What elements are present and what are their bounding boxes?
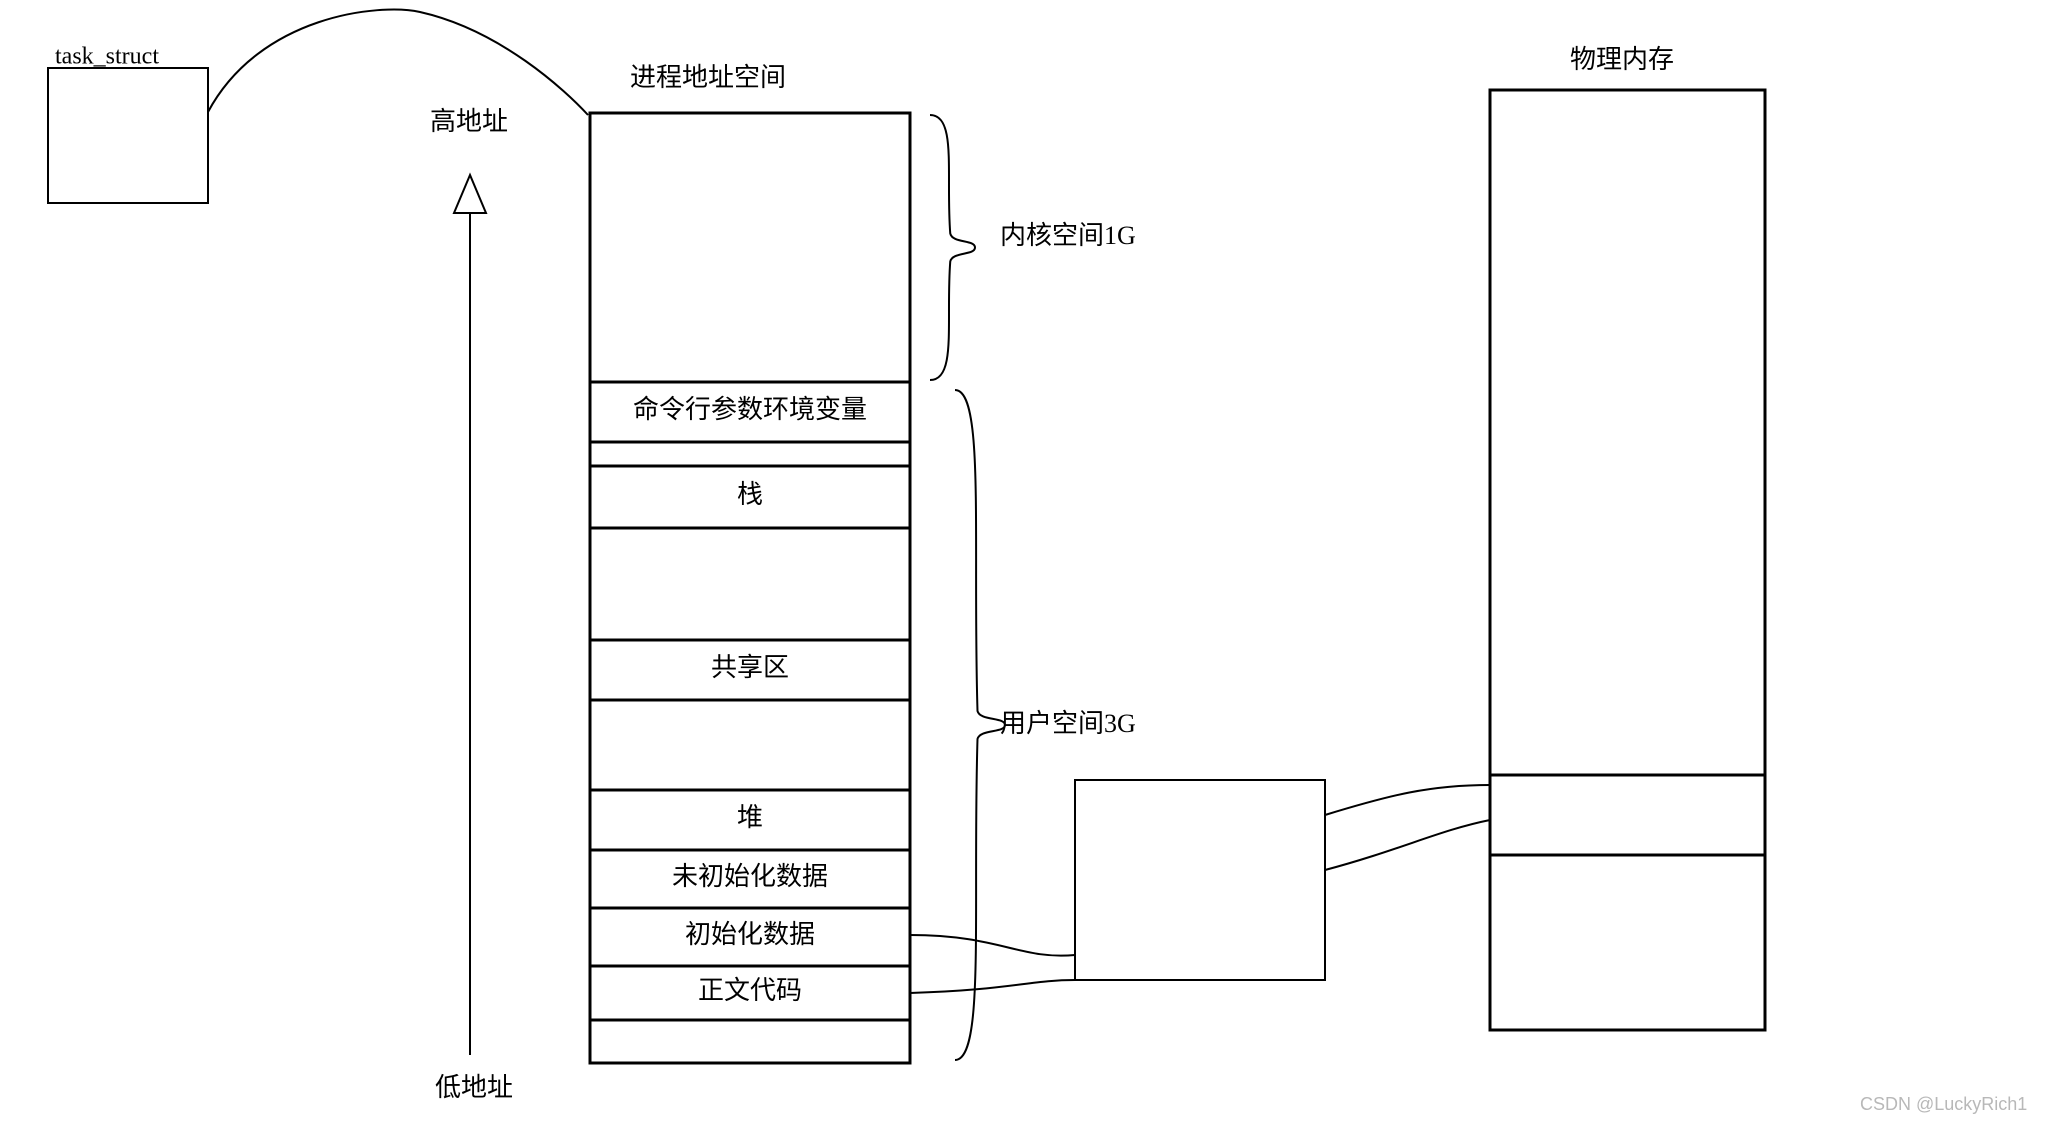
curve-text_to_pt: [910, 980, 1075, 993]
segment-gap1: [590, 442, 910, 466]
phys-mem-column: [1490, 90, 1765, 1030]
curve-pt_to_phys_a: [1325, 785, 1490, 815]
high-address-label: 高地址: [430, 107, 508, 136]
segment-heap-label: 堆: [737, 803, 763, 832]
segment-data-label: 初始化数据: [685, 920, 815, 949]
segment-gap2: [590, 528, 910, 640]
task-struct-label: task_struct: [55, 44, 159, 70]
brace-kernel-label: 内核空间1G: [1000, 221, 1136, 250]
watermark: CSDN @LuckyRich1: [1860, 1094, 2027, 1114]
phys-mem-title: 物理内存: [1570, 45, 1674, 74]
brace-user-label: 用户空间3G: [1000, 709, 1136, 738]
segment-gap3: [590, 700, 910, 790]
phys-mem-slot: [1490, 775, 1765, 855]
address-space-title: 进程地址空间: [630, 63, 786, 92]
segment-shared-label: 共享区: [711, 653, 789, 682]
low-address-label: 低地址: [435, 1073, 513, 1102]
address-arrow: [454, 175, 486, 1055]
segment-kernel: [590, 113, 910, 382]
brace-user: [955, 390, 1005, 1060]
curve-pt_to_phys_b: [1325, 820, 1490, 870]
page-table-box: [1075, 780, 1325, 980]
segment-argsenv-label: 命令行参数环境变量: [633, 395, 867, 424]
curve-data_to_pt: [910, 935, 1075, 956]
segment-bss-label: 未初始化数据: [672, 862, 828, 891]
brace-kernel: [930, 115, 975, 380]
segment-text-label: 正文代码: [698, 976, 802, 1005]
segment-pad: [590, 1020, 910, 1063]
task-struct-box: [48, 68, 208, 203]
task-to-addrspace-curve: [208, 10, 588, 115]
segment-stack-label: 栈: [737, 480, 763, 509]
